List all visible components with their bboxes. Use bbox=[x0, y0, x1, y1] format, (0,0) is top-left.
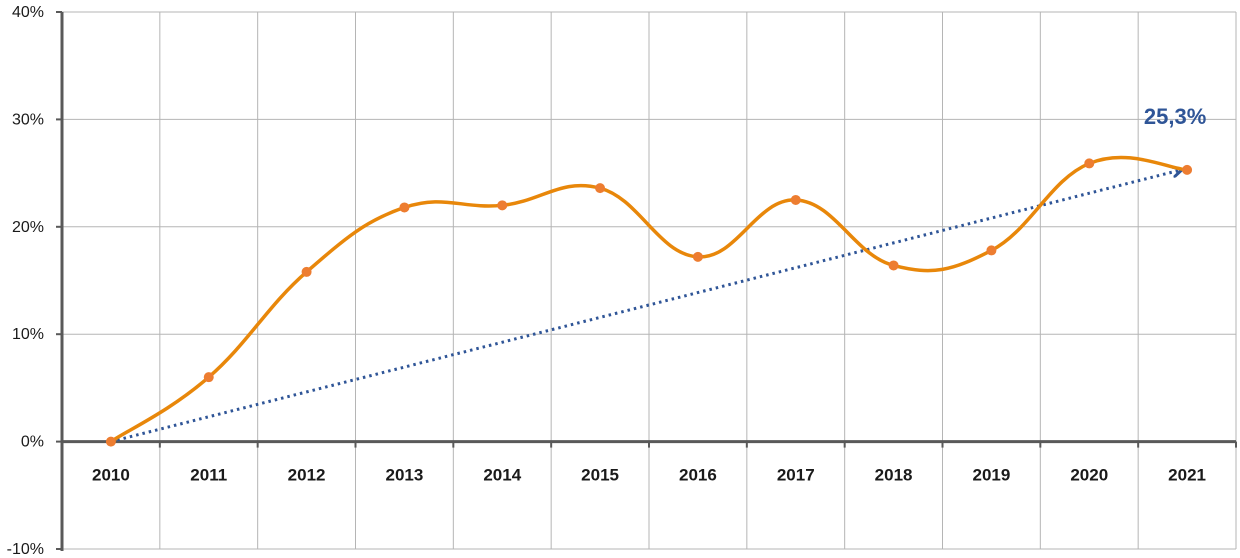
y-tick-label: 20% bbox=[12, 219, 44, 236]
trend-arrow bbox=[110, 170, 1181, 444]
series-line-0 bbox=[109, 155, 1189, 444]
y-tick-label: 40% bbox=[12, 4, 44, 21]
x-tick-label: 2013 bbox=[386, 466, 424, 485]
y-axis-tick-labels: 40% 30% 20% 10% 0% -10% bbox=[7, 4, 44, 558]
series-layer bbox=[109, 155, 1189, 444]
data-point-2014 bbox=[497, 200, 508, 211]
axes bbox=[56, 11, 1237, 551]
data-point-2013 bbox=[399, 202, 410, 213]
data-point-2021 bbox=[1182, 164, 1193, 175]
end-value-annotation: 25,3% bbox=[1144, 104, 1206, 129]
x-tick-label: 2016 bbox=[679, 466, 717, 485]
x-tick-label: 2011 bbox=[190, 466, 227, 485]
x-tick-label: 2017 bbox=[777, 466, 815, 485]
data-point-2017 bbox=[790, 194, 801, 205]
x-tick-label: 2021 bbox=[1168, 466, 1206, 485]
x-tick-label: 2018 bbox=[875, 466, 913, 485]
data-point-2010 bbox=[105, 436, 116, 447]
x-tick-label: 2015 bbox=[581, 466, 619, 485]
x-tick-label: 2019 bbox=[973, 466, 1011, 485]
y-tick-label: -10% bbox=[7, 541, 44, 558]
data-point-2015 bbox=[595, 183, 606, 194]
x-axis-tick-labels: 2010 2011 2012 2013 2014 2015 2016 2017 2018 2019… bbox=[92, 466, 1206, 485]
data-point-2018 bbox=[888, 260, 899, 271]
x-tick-label: 2020 bbox=[1070, 466, 1108, 485]
gridlines bbox=[62, 11, 1237, 550]
trend-arrow-layer bbox=[110, 170, 1181, 444]
y-tick-label: 30% bbox=[12, 111, 44, 128]
x-tick-label: 2014 bbox=[483, 466, 521, 485]
data-point-2020 bbox=[1084, 158, 1095, 169]
data-markers bbox=[105, 158, 1193, 447]
x-tick-label: 2010 bbox=[92, 466, 130, 485]
y-tick-label: 0% bbox=[21, 434, 44, 451]
data-point-2016 bbox=[692, 251, 703, 262]
data-point-2012 bbox=[301, 266, 312, 277]
y-tick-label: 10% bbox=[12, 326, 44, 343]
data-point-2011 bbox=[203, 372, 214, 383]
x-tick-label: 2012 bbox=[288, 466, 326, 485]
data-point-2019 bbox=[986, 245, 997, 256]
